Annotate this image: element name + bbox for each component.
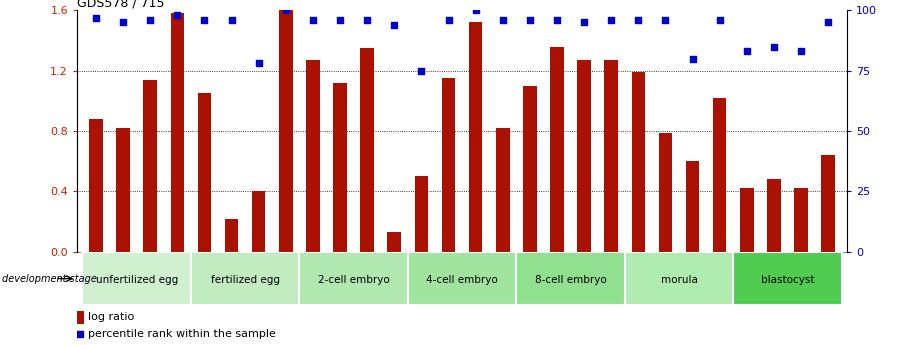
Text: 8-cell embryo: 8-cell embryo [535, 275, 606, 285]
Bar [631, 72, 645, 252]
Point [468, 8, 483, 13]
Bar [822, 155, 835, 252]
Bar [143, 80, 157, 252]
Text: fertilized egg: fertilized egg [210, 275, 280, 285]
Text: 2-cell embryo: 2-cell embryo [318, 275, 390, 285]
Point [116, 20, 130, 25]
Bar [198, 93, 211, 252]
Bar [388, 232, 401, 252]
Bar [740, 188, 754, 252]
Bar [89, 119, 102, 252]
Bar [252, 191, 265, 252]
Point [414, 68, 429, 73]
Point [631, 17, 646, 23]
Bar [733, 252, 842, 305]
Text: 4-cell embryo: 4-cell embryo [426, 275, 498, 285]
Bar [279, 10, 293, 252]
Point [252, 61, 266, 66]
Point [766, 44, 781, 49]
Point [225, 17, 239, 23]
Point [278, 8, 293, 13]
Bar [170, 13, 184, 252]
Point [89, 15, 103, 20]
Bar [306, 60, 320, 252]
Point [685, 56, 699, 61]
Point [333, 17, 347, 23]
Text: morula: morula [660, 275, 698, 285]
Text: unfertilized egg: unfertilized egg [95, 275, 178, 285]
Point [821, 20, 835, 25]
Point [170, 12, 185, 18]
Bar [496, 128, 509, 252]
Bar [77, 310, 84, 324]
Bar [713, 98, 727, 252]
Point [604, 17, 619, 23]
Text: GDS578 / 715: GDS578 / 715 [77, 0, 165, 9]
Bar [795, 188, 808, 252]
Bar [299, 252, 408, 305]
Bar [516, 252, 625, 305]
Text: percentile rank within the sample: percentile rank within the sample [89, 329, 276, 339]
Point [387, 22, 401, 28]
Text: log ratio: log ratio [89, 313, 135, 322]
Point [305, 17, 320, 23]
Bar [116, 128, 130, 252]
Point [658, 17, 672, 23]
Bar [767, 179, 781, 252]
Point [712, 17, 727, 23]
Bar [577, 60, 591, 252]
Point [143, 17, 158, 23]
Text: development stage: development stage [2, 274, 96, 284]
Bar [415, 176, 429, 252]
Bar [82, 252, 191, 305]
Point [739, 49, 754, 54]
Bar [523, 86, 536, 252]
Point [523, 17, 537, 23]
Bar [686, 161, 699, 252]
Bar [550, 47, 564, 252]
Bar [191, 252, 299, 305]
Point [441, 17, 456, 23]
Point [198, 17, 212, 23]
Bar [625, 252, 733, 305]
Bar [659, 132, 672, 252]
Bar [408, 252, 516, 305]
Bar [442, 78, 456, 252]
Bar [604, 60, 618, 252]
Point [360, 17, 374, 23]
Point [577, 20, 592, 25]
Point [73, 331, 88, 337]
Bar [333, 83, 347, 252]
Point [794, 49, 808, 54]
Text: blastocyst: blastocyst [761, 275, 814, 285]
Bar [361, 48, 374, 252]
Point [496, 17, 510, 23]
Point [550, 17, 564, 23]
Bar [468, 22, 482, 252]
Bar [225, 219, 238, 252]
